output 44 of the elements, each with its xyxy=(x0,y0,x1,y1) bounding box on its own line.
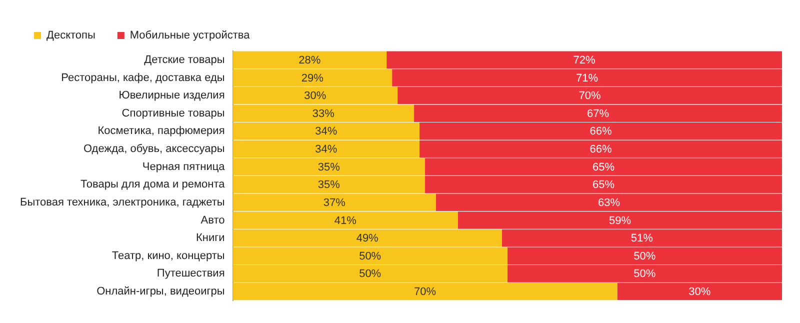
data-label: 30% xyxy=(688,286,711,298)
data-label: 65% xyxy=(592,179,615,192)
data-label: 49% xyxy=(356,232,379,245)
data-label: 51% xyxy=(630,232,654,245)
data-label: 50% xyxy=(634,268,656,280)
y-tick-label: Авто xyxy=(200,214,225,226)
data-label: 50% xyxy=(359,268,382,280)
data-label: 37% xyxy=(323,196,346,209)
data-label: 71% xyxy=(576,72,598,84)
y-tick-label: Косметика, парфюмерия xyxy=(98,125,225,138)
data-label: 66% xyxy=(590,126,612,138)
y-tick-label: Онлайн-игры, видеоигры xyxy=(96,286,225,298)
data-label: 72% xyxy=(573,54,596,66)
data-label: 63% xyxy=(598,196,620,209)
data-label: 29% xyxy=(301,72,324,84)
data-label: 34% xyxy=(315,126,338,138)
y-tick-label: Черная пятница xyxy=(142,160,226,173)
data-label: 67% xyxy=(586,108,610,120)
data-label: 28% xyxy=(298,54,321,66)
data-label: 66% xyxy=(590,144,612,156)
y-tick-label: Театр, кино, концерты xyxy=(112,250,225,262)
data-label: 65% xyxy=(592,161,615,174)
data-label: 50% xyxy=(359,250,382,262)
data-label: 30% xyxy=(304,90,326,102)
data-label: 70% xyxy=(414,286,436,298)
y-tick-label: Одежда, обувь, аксессуары xyxy=(83,143,225,156)
y-tick-label: Спортивные товары xyxy=(122,107,225,120)
y-tick-label: Рестораны, кафе, доставка еды xyxy=(61,72,225,84)
data-label: 41% xyxy=(334,214,357,227)
data-label: 34% xyxy=(315,144,338,156)
legend-label: Мобильные устройства xyxy=(130,30,251,42)
data-label: 35% xyxy=(318,161,340,174)
y-tick-label: Книги xyxy=(196,232,225,244)
y-tick-label: Товары для дома и ремонта xyxy=(80,178,226,191)
data-label: 33% xyxy=(312,108,335,120)
legend-label: Десктопы xyxy=(46,30,96,42)
data-label: 59% xyxy=(608,214,632,227)
y-tick-label: Путешествия xyxy=(156,268,225,280)
data-label: 35% xyxy=(318,179,340,192)
y-tick-label: Бытовая техника, электроника, гаджеты xyxy=(20,196,225,208)
y-tick-label: Ювелирные изделия xyxy=(118,90,225,102)
y-tick-label: Детские товары xyxy=(144,54,225,66)
data-label: 50% xyxy=(634,250,656,262)
data-label: 70% xyxy=(578,90,601,102)
